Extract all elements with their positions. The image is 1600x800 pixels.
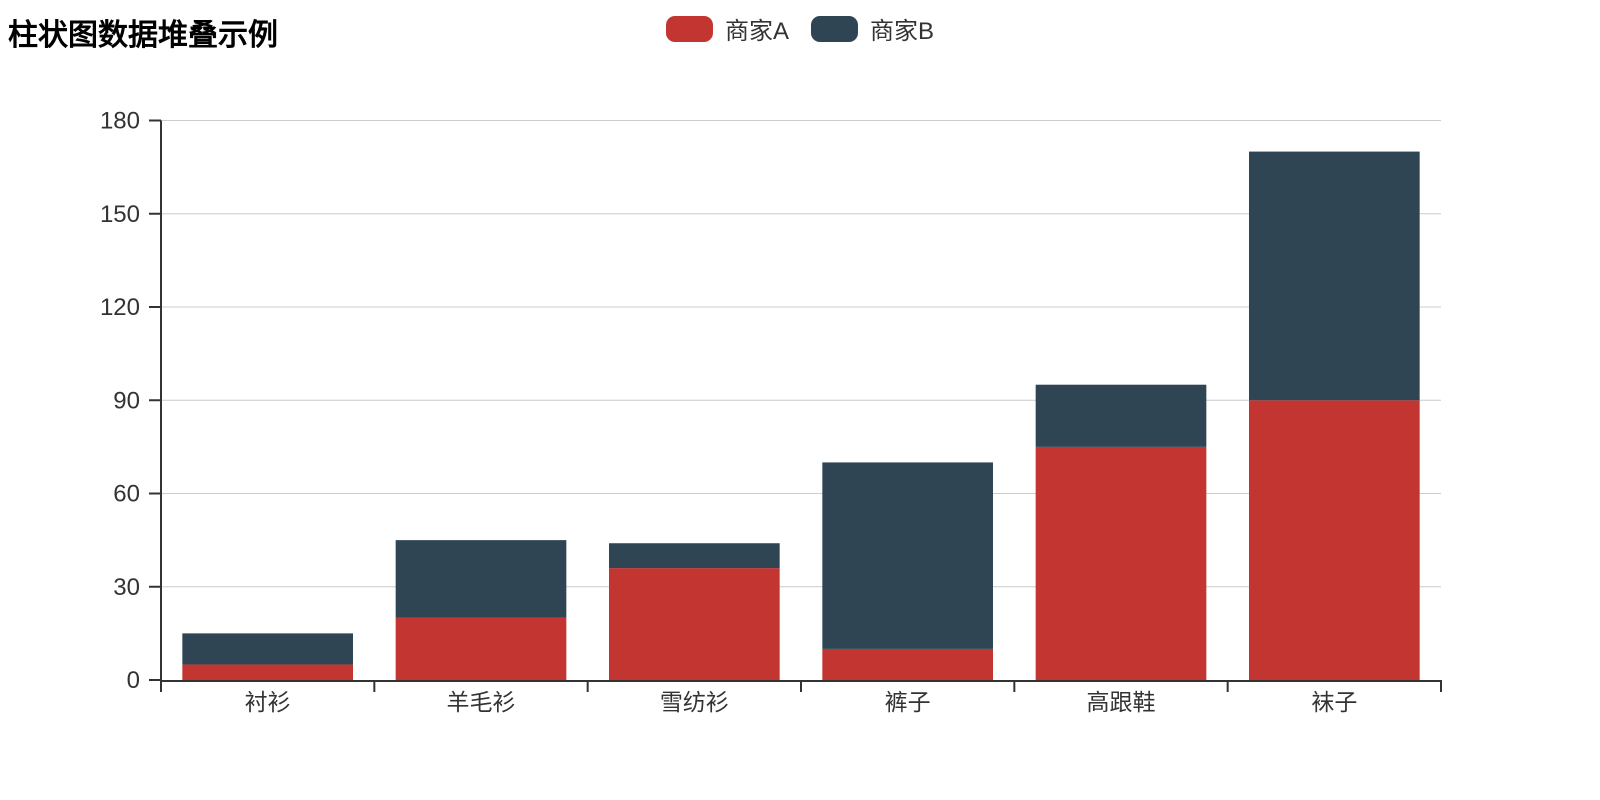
bar-segment-s0-c2[interactable]	[609, 568, 780, 680]
bar-segment-s1-c3[interactable]	[822, 462, 993, 649]
y-tick-label: 90	[113, 387, 140, 414]
y-tick-label: 60	[113, 481, 140, 508]
legend-label: 商家A	[724, 18, 789, 45]
bar-segment-s0-c4[interactable]	[1035, 446, 1207, 680]
x-tick-label: 羊毛衫	[447, 689, 516, 715]
bar-segment-s1-c5[interactable]	[1249, 151, 1420, 401]
bar-segment-s1-c0[interactable]	[182, 633, 353, 665]
bar-segment-s1-c2[interactable]	[609, 543, 780, 569]
legend-item-0[interactable]: 商家A	[665, 11, 789, 46]
y-tick-label: 0	[127, 667, 140, 694]
x-tick-label: 裤子	[885, 689, 931, 715]
x-tick-label: 高跟鞋	[1087, 689, 1156, 715]
legend-label: 商家B	[870, 18, 935, 45]
bar-segment-s0-c0[interactable]	[182, 664, 353, 680]
y-tick-label: 150	[100, 201, 140, 228]
legend-swatch-icon	[811, 15, 858, 42]
bar-segment-s1-c4[interactable]	[1035, 384, 1207, 447]
bar-segment-s0-c1[interactable]	[395, 617, 567, 680]
bar-segment-s0-c5[interactable]	[1249, 400, 1420, 680]
y-tick-label: 30	[113, 574, 140, 601]
bar-segment-s1-c1[interactable]	[395, 540, 567, 618]
legend-swatch-icon	[665, 15, 713, 42]
y-tick-label: 120	[100, 294, 140, 321]
chart-title: 柱状图数据堆叠示例	[8, 19, 278, 52]
legend-item-1[interactable]: 商家B	[811, 11, 934, 46]
y-tick-label: 180	[100, 108, 140, 135]
x-tick-label: 衬衫	[245, 689, 291, 715]
x-tick-label: 雪纺衫	[660, 689, 729, 715]
bar-segment-s0-c3[interactable]	[822, 648, 993, 680]
legend: 商家A 商家B	[665, 11, 934, 46]
x-tick-label: 袜子	[1311, 689, 1357, 715]
